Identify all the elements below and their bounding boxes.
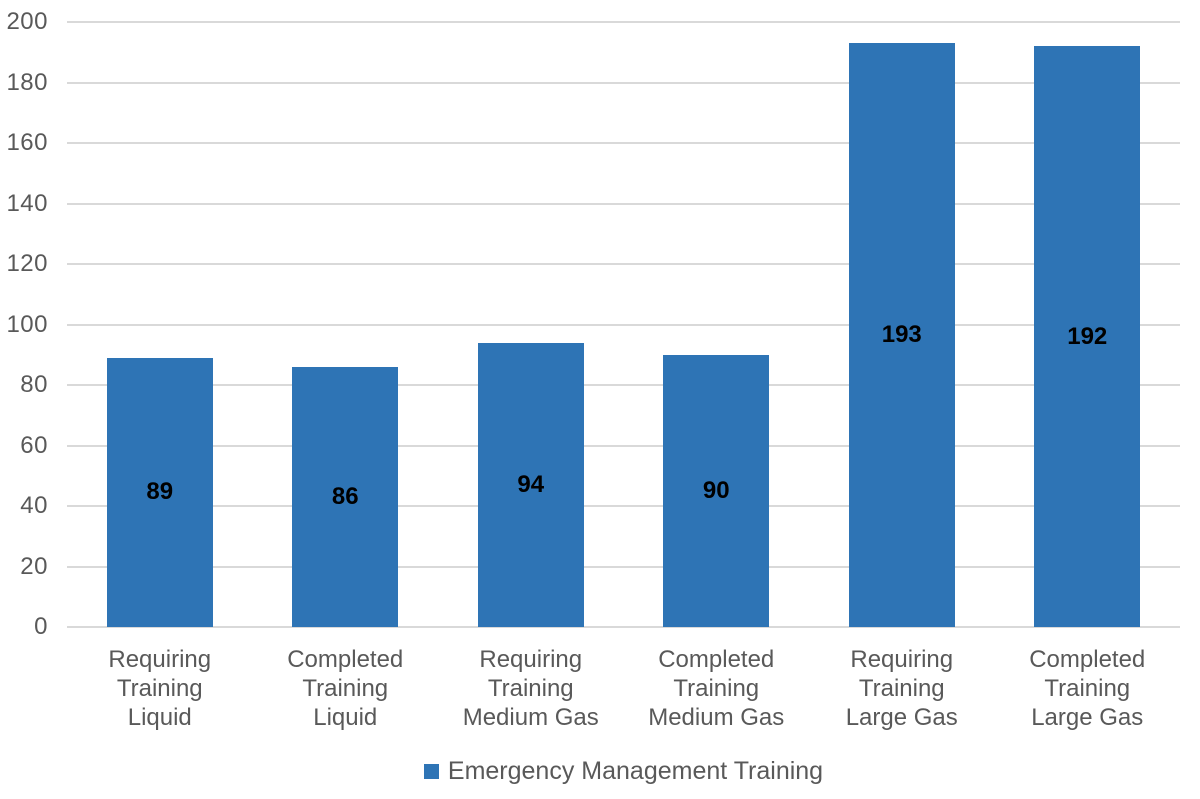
y-tick-label-160: 160: [6, 129, 48, 156]
gridline-y-100: [67, 323, 1180, 326]
legend: Emergency Management Training: [67, 757, 1180, 786]
bar-value-label: 90: [702, 476, 730, 504]
gridline-y-180: [67, 81, 1180, 84]
bar-value-label: 94: [517, 470, 545, 498]
x-axis-label-requiring-training-liquid: Requiring Training Liquid: [108, 646, 212, 731]
x-axis-label-completed-training-large-gas: Completed Training Large Gas: [1029, 646, 1146, 731]
bar-value-label: 89: [146, 478, 174, 506]
bar-value-label: 192: [1067, 322, 1108, 350]
y-tick-label-140: 140: [6, 189, 48, 217]
gridline-y-20: [67, 565, 1180, 568]
bar-completed-training-medium-gas: 90: [663, 354, 770, 627]
y-tick-label-20: 20: [20, 552, 48, 580]
x-axis-label-completed-training-medium-gas: Completed Training Medium Gas: [648, 646, 785, 731]
legend-series-label: Emergency Management Training: [447, 757, 824, 785]
legend-color-swatch-icon: [423, 764, 439, 779]
plot-area: 89 86 94 90 193 192: [67, 21, 1180, 628]
x-axis-label-requiring-training-medium-gas: Requiring Training Medium Gas: [462, 646, 599, 731]
y-tick-label-80: 80: [20, 371, 48, 398]
y-tick-label-100: 100: [6, 310, 48, 338]
bar-requiring-training-liquid: 89: [106, 357, 213, 627]
gridline-y-60: [67, 444, 1180, 447]
gridline-y-40: [67, 505, 1180, 507]
y-tick-label-120: 120: [6, 250, 48, 277]
gridline-y-160: [67, 142, 1180, 144]
y-tick-label-200: 200: [6, 8, 48, 35]
bar-completed-training-liquid: 86: [292, 366, 399, 627]
gridline-y-200: [67, 21, 1180, 23]
bar-value-label: 193: [881, 321, 922, 349]
gridline-y-140: [67, 202, 1180, 205]
gridline-y-120: [67, 263, 1180, 265]
gridline-y-80: [67, 384, 1180, 386]
bar-completed-training-large-gas: 192: [1034, 46, 1141, 627]
bar-requiring-training-medium-gas: 94: [477, 342, 584, 627]
gridline-y-0: [67, 626, 1180, 628]
y-tick-label-180: 180: [6, 68, 48, 96]
bar-value-label: 86: [331, 482, 359, 510]
y-tick-label-40: 40: [20, 492, 48, 519]
x-axis-label-completed-training-liquid: Completed Training Liquid: [287, 646, 404, 731]
y-tick-label-60: 60: [20, 431, 48, 459]
bar-requiring-training-large-gas: 193: [848, 43, 955, 627]
x-axis-label-requiring-training-large-gas: Requiring Training Large Gas: [845, 646, 958, 731]
y-tick-label-0: 0: [34, 613, 48, 640]
